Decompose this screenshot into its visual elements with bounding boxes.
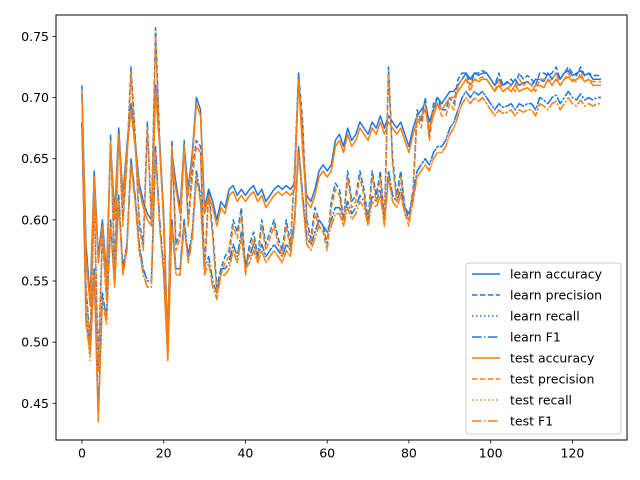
legend: learn accuracy learn precision learn recal… <box>465 262 622 435</box>
legend-label-2: learn recall <box>510 309 580 324</box>
x-tick-label: 80 <box>401 446 417 461</box>
legend-label-7: test F1 <box>510 414 553 429</box>
x-tick-label: 40 <box>237 446 253 461</box>
plot-frame <box>55 14 628 441</box>
legend-label-1: learn precision <box>510 288 602 303</box>
y-tick-label: 0.75 <box>21 29 49 44</box>
legend-label-0: learn accuracy <box>510 267 603 282</box>
y-tick-label: 0.50 <box>21 335 49 350</box>
legend-box <box>465 262 622 435</box>
y-tick-label: 0.45 <box>21 396 49 411</box>
x-tick-label: 100 <box>479 446 503 461</box>
legend-label-6: test recall <box>510 393 572 408</box>
y-axis: 0.45 0.50 0.55 0.60 0.65 0.70 0.75 <box>21 29 56 411</box>
series-line-3 <box>81 90 602 417</box>
x-tick-label: 20 <box>156 446 172 461</box>
x-tick-label: 120 <box>561 446 585 461</box>
x-tick-label: 60 <box>319 446 335 461</box>
y-tick-label: 0.65 <box>21 151 49 166</box>
series-line-2 <box>81 90 602 417</box>
x-tick-label: 0 <box>78 446 86 461</box>
series-layer <box>81 27 602 423</box>
y-tick-label: 0.60 <box>21 212 49 227</box>
legend-label-3: learn F1 <box>510 330 561 345</box>
y-tick-label: 0.55 <box>21 274 49 289</box>
x-axis: 0 20 40 60 80 100 120 <box>78 440 584 461</box>
series-line-7 <box>81 96 602 423</box>
y-tick-label: 0.70 <box>21 90 49 105</box>
legend-label-5: test precision <box>510 372 594 387</box>
legend-label-4: test accuracy <box>510 351 595 366</box>
